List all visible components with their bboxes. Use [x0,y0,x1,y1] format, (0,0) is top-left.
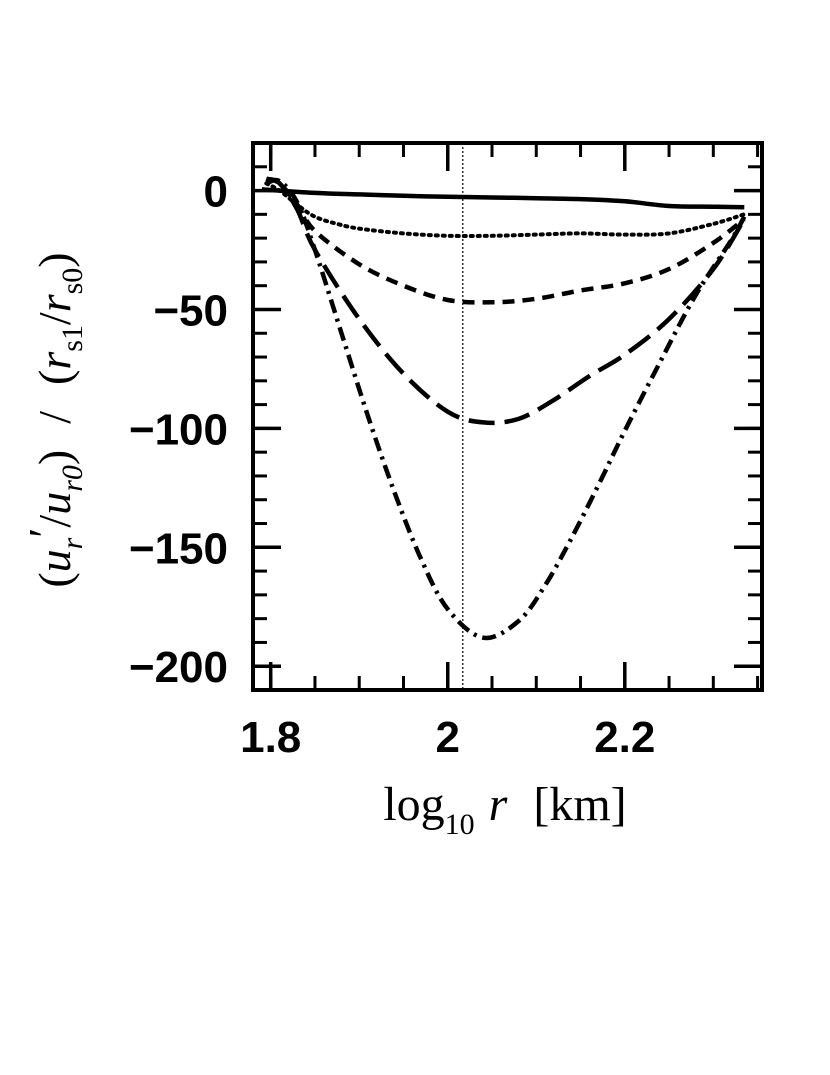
y-axis-title-r2: r [29,293,80,312]
y-axis-title-open2: ( [29,370,80,385]
y-axis-title-open: ( [29,572,80,587]
y-axis-title-slash-mid: / [29,411,80,424]
y-axis-title-u1: u [29,549,80,572]
y-axis-title-slash2: / [29,312,80,325]
y-axis-title-slash1: / [29,515,80,528]
series-line-2-dotted [264,181,747,238]
y-axis-title-u2: u [29,492,80,515]
series-line-4-long-dash [265,176,747,426]
x-axis-title-log: log [383,778,444,831]
plot-frame [251,141,764,692]
x-tick-label: 1.8 [240,713,301,762]
y-axis-title: (ur′/ur0)/(rs1/rs0) [19,252,89,587]
x-tick-label: 2.2 [594,713,655,762]
x-axis-title-subscript: 10 [445,808,475,841]
y-axis-title-u1-sub: r [56,537,89,549]
y-axis-title-close1: ) [29,450,80,465]
series-line-5-dash-dot [265,177,747,641]
x-axis-title-variable: r [489,778,508,831]
series-line-1-solid [261,187,745,210]
y-tick-label: −150 [129,524,228,573]
series-line-3-dashed [265,176,746,305]
x-axis-title: log10 r [km] [383,778,626,841]
y-tick-label: 0 [204,168,228,217]
y-tick-label: −200 [129,643,228,692]
y-axis-title-r2-sub: s0 [56,268,89,295]
y-axis-title-u2-sub: r0 [56,465,89,492]
y-axis-title-r1-sub: s1 [56,325,89,352]
y-tick-label: −50 [153,286,228,335]
y-axis-title-close2: ) [29,252,80,267]
plot-area: 1.8 2 2.2 0 −50 −100 −150 −200 [129,141,764,762]
y-axis-title-r1: r [29,351,80,370]
y-tick-label: −100 [129,405,228,454]
x-axis-title-unit: [km] [533,778,626,831]
y-axis-title-prime: ′ [19,528,70,538]
x-tick-label: 2 [436,713,460,762]
